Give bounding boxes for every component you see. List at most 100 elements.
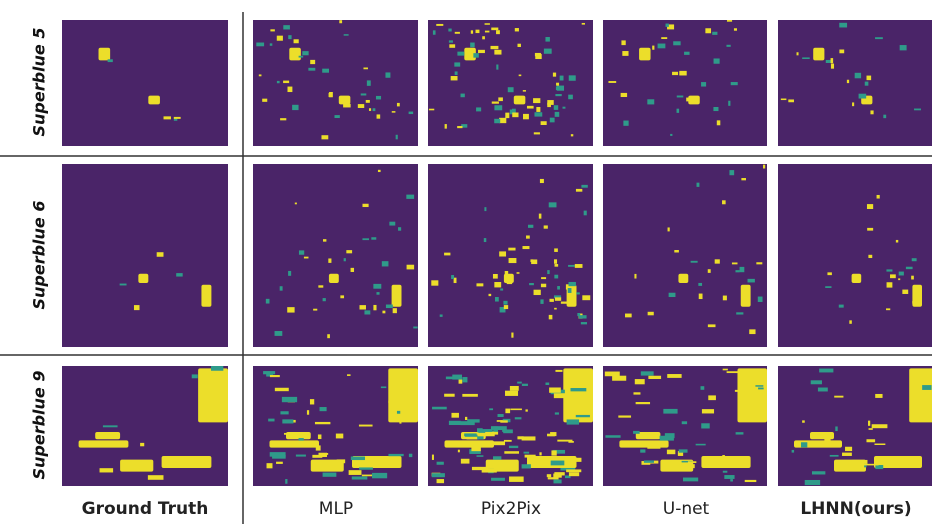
noise-speck [788,99,794,102]
column-label: Pix2Pix [481,499,541,519]
noise-speck [677,96,684,98]
noise-speck [726,45,730,47]
noise-speck [527,106,534,109]
noise-speck [625,314,632,318]
noise-speck [268,419,274,422]
noise-speck [792,450,794,453]
noise-speck [449,40,453,42]
noise-speck [534,290,541,295]
noise-speck [887,282,893,287]
noise-speck [572,458,582,462]
noise-speck [358,104,364,108]
noise-speck [500,288,503,290]
noise-speck [262,99,267,102]
noise-speck [459,379,463,383]
noise-speck [310,399,314,404]
noise-speck [547,474,551,477]
column-label: LHNN(ours) [800,499,911,519]
noise-speck [660,436,674,441]
noise-speck [553,479,561,483]
noise-speck [529,283,534,285]
noise-speck [376,96,381,100]
noise-speck [648,376,661,379]
noise-speck [508,248,515,251]
noise-speck [872,424,888,428]
heatmap-panel [428,20,593,146]
noise-speck [551,450,556,455]
noise-speck [912,301,916,304]
noise-speck [831,58,834,63]
noise-speck [557,86,564,91]
noise-speck [367,80,371,85]
noise-speck [492,101,499,103]
noise-speck [691,261,698,263]
noise-speck [811,380,822,384]
noise-speck [553,73,556,77]
hotspot [701,456,750,468]
noise-speck [911,276,914,280]
noise-speck [550,118,555,123]
noise-speck [498,97,503,101]
noise-speck [701,423,709,428]
heatmap-background [428,164,593,347]
noise-speck [714,58,720,63]
noise-speck [741,178,746,180]
noise-speck [515,28,519,31]
noise-speck [275,388,289,391]
noise-speck [582,295,590,300]
noise-speck [748,279,755,283]
noise-speck [376,292,379,295]
noise-speck [287,307,294,312]
noise-speck [307,410,309,415]
noise-speck [313,309,317,311]
noise-speck [352,476,368,479]
noise-speck [362,238,369,240]
noise-speck [451,275,454,279]
noise-speck [409,454,412,457]
noise-speck [549,315,553,319]
noise-speck [684,52,689,55]
noise-speck [535,53,541,56]
noise-speck [571,388,587,391]
hotspot [852,274,862,283]
noise-speck [491,478,505,481]
heatmap-panel [603,164,767,347]
noise-speck [550,299,554,302]
noise-speck [485,31,489,33]
noise-speck [431,280,438,285]
noise-speck [852,102,854,106]
noise-speck [490,46,498,49]
heatmap-panel [62,20,228,146]
noise-speck [449,421,461,425]
noise-speck [902,290,908,294]
noise-speck [522,436,536,440]
noise-speck [473,53,478,58]
noise-speck [454,62,460,66]
noise-speck [432,473,445,477]
noise-speck [541,277,546,279]
noise-speck [701,82,706,86]
noise-speck [735,270,739,272]
hotspot [329,274,339,283]
noise-speck [621,40,625,45]
noise-speck [530,259,533,262]
noise-speck [388,454,403,456]
noise-speck [661,37,667,39]
hotspot [148,96,160,105]
noise-speck [382,311,385,314]
noise-speck [727,371,738,373]
noise-speck [745,480,757,482]
noise-speck [686,98,689,102]
heatmap-background [603,20,767,146]
noise-speck [336,434,343,439]
noise-speck [436,24,443,26]
noise-speck [886,308,890,310]
noise-speck [916,418,928,422]
noise-speck [582,23,585,25]
noise-speck [698,283,702,286]
noise-speck [728,101,730,106]
noise-speck [554,308,557,310]
noise-speck [868,255,872,258]
noise-speck [318,285,323,287]
hotspot [270,440,320,447]
